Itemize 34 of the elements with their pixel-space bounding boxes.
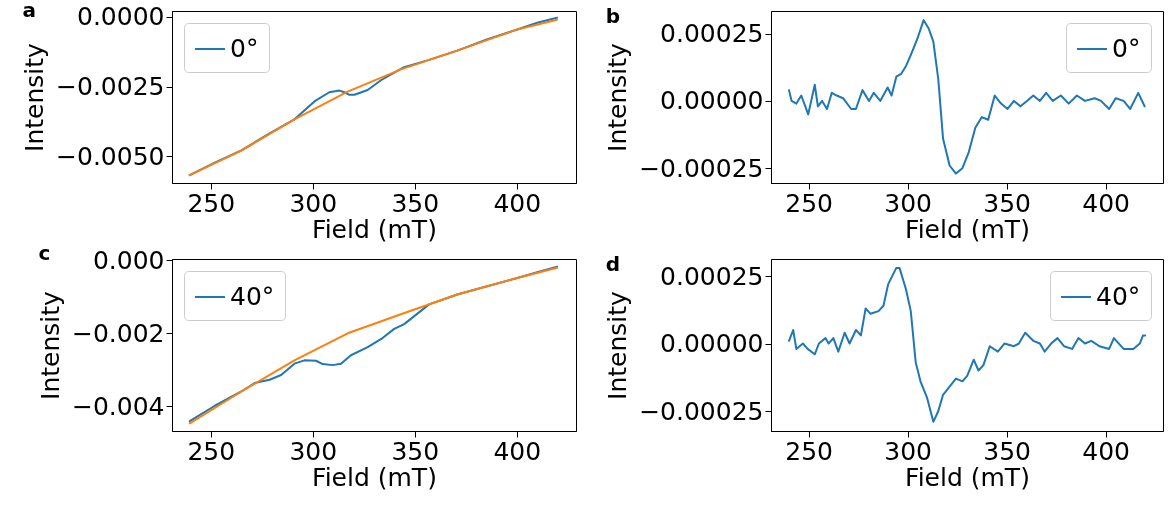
legend-label: 0°	[1112, 34, 1141, 63]
x-tick-label: 250	[187, 188, 236, 218]
chart-title: c	[38, 241, 51, 266]
y-axis-title: Intensity	[603, 42, 633, 152]
legend-label: 40°	[230, 282, 275, 311]
y-axis-title: Intensity	[603, 290, 633, 400]
chart-title: d	[605, 252, 620, 276]
y-tick-label: 0.0000	[77, 2, 165, 32]
y-tick-label: −0.00025	[639, 396, 764, 426]
y-tick-label: −0.0025	[56, 72, 165, 102]
y-axis-title: Intensity	[35, 290, 65, 400]
legend-label: 0°	[230, 34, 259, 63]
y-tick-label: 0.000	[92, 245, 165, 275]
x-tick-label: 400	[493, 436, 542, 466]
legend-label: 40°	[1096, 282, 1141, 311]
x-tick-label: 250	[785, 436, 833, 466]
line-series	[788, 19, 1146, 175]
y-tick-label: −0.0050	[56, 141, 165, 171]
line-series	[788, 266, 1147, 423]
y-tick-label: 0.00025	[660, 19, 764, 49]
x-tick-label: 400	[1082, 188, 1130, 218]
y-tick-label: 0.00025	[660, 261, 764, 291]
y-tick-label: 0.00000	[660, 329, 764, 359]
x-tick-label: 250	[785, 188, 833, 218]
y-tick-label: −0.004	[71, 391, 165, 421]
y-tick-label: −0.00025	[639, 153, 764, 183]
x-tick-label: 400	[493, 188, 542, 218]
chart-title: b	[605, 4, 620, 28]
x-tick-label: 250	[187, 436, 236, 466]
y-axis-title: Intensity	[20, 42, 50, 152]
chart-title: a	[22, 0, 37, 22]
x-tick-label: 400	[1082, 436, 1130, 466]
y-tick-label: 0.00000	[660, 86, 764, 116]
y-tick-label: −0.002	[71, 318, 165, 348]
